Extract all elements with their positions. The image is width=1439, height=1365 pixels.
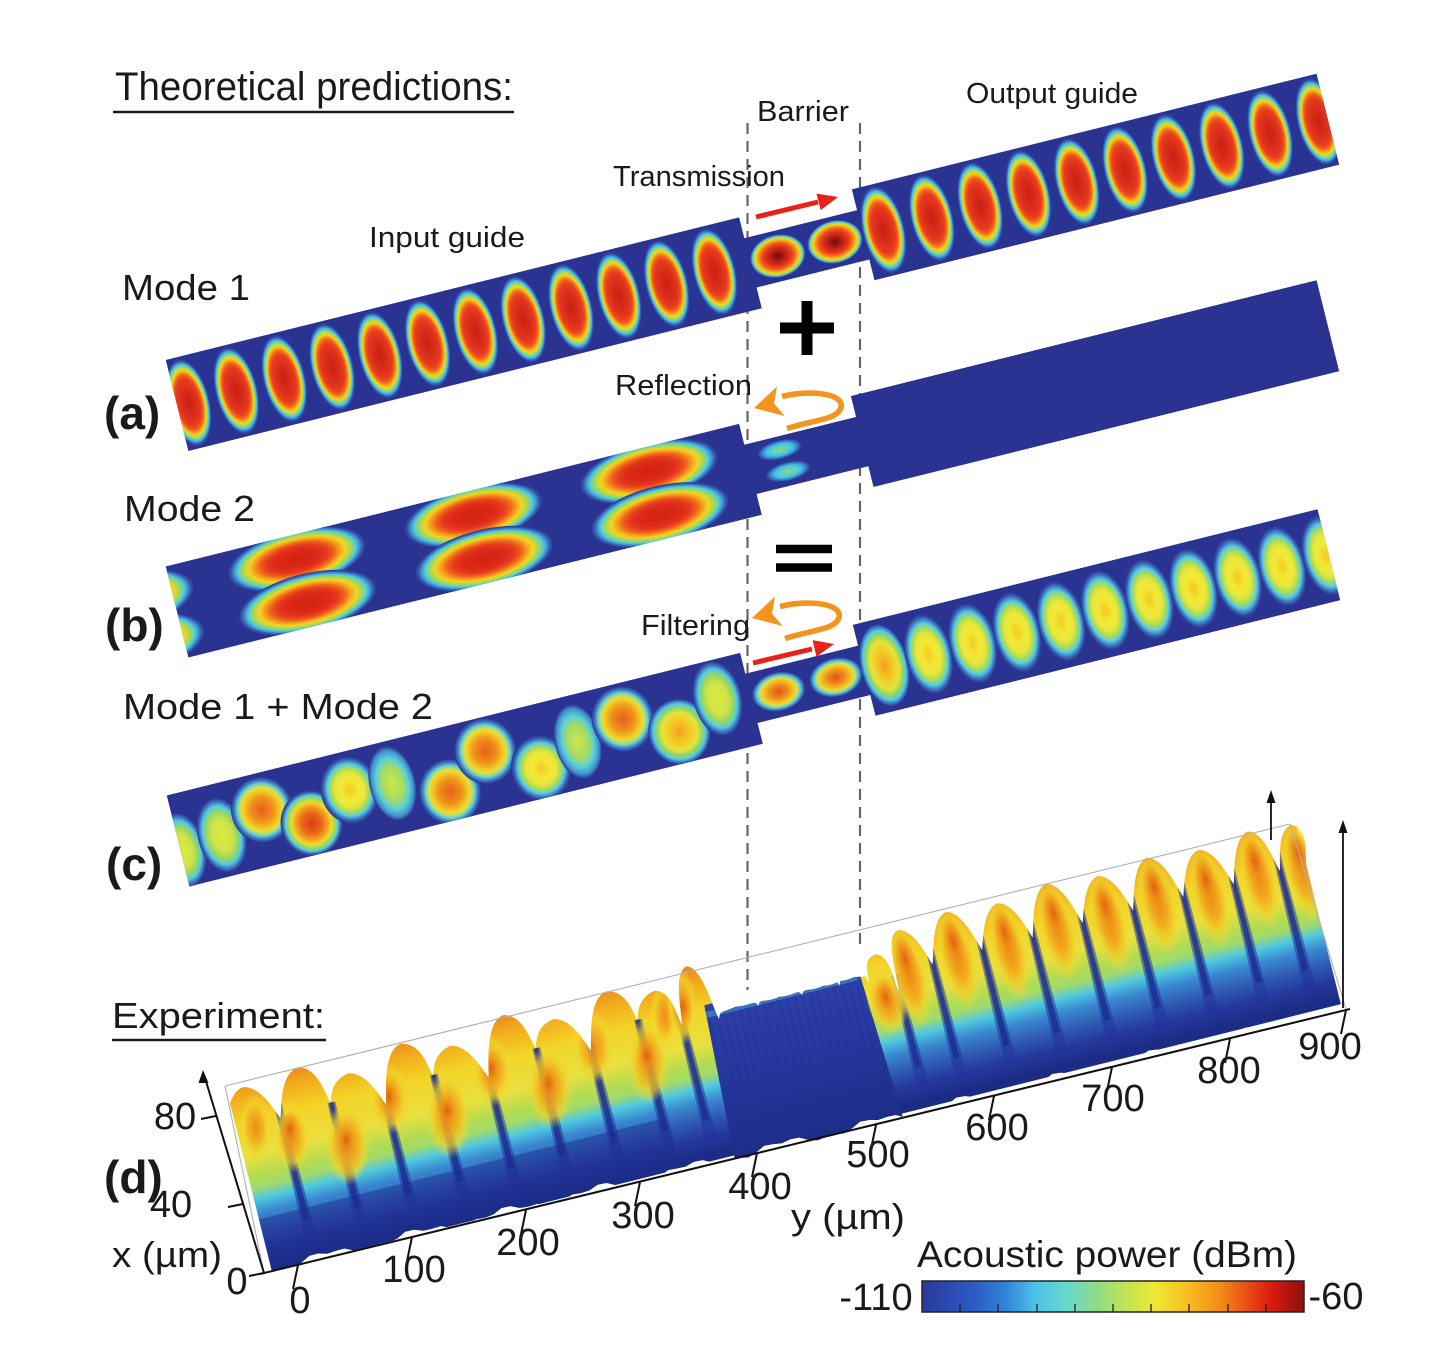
svg-text:800: 800	[1197, 1050, 1260, 1092]
svg-text:80: 80	[154, 1096, 196, 1138]
svg-text:400: 400	[728, 1166, 791, 1208]
svg-text:(a): (a)	[104, 387, 160, 439]
svg-text:(b): (b)	[105, 599, 164, 651]
svg-text:500: 500	[846, 1134, 909, 1176]
svg-text:Mode 1: Mode 1	[122, 267, 250, 308]
svg-text:-110: -110	[839, 1277, 912, 1319]
svg-text:Mode 1 + Mode 2: Mode 1 + Mode 2	[123, 686, 433, 727]
svg-text:200: 200	[496, 1222, 559, 1264]
svg-text:Mode 2: Mode 2	[124, 488, 255, 529]
svg-text:Acoustic power (dBm): Acoustic power (dBm)	[917, 1234, 1297, 1275]
svg-text:(d): (d)	[104, 1151, 163, 1203]
svg-text:Transmission: Transmission	[613, 161, 785, 193]
svg-text:Reflection: Reflection	[615, 370, 752, 402]
svg-text:Output guide: Output guide	[966, 78, 1138, 110]
svg-text:100: 100	[382, 1249, 445, 1291]
svg-text:600: 600	[965, 1107, 1028, 1149]
svg-text:0: 0	[226, 1261, 247, 1303]
svg-text:y (µm): y (µm)	[791, 1196, 905, 1237]
svg-text:Theoretical predictions:: Theoretical predictions:	[115, 65, 513, 109]
svg-text:Filtering: Filtering	[641, 610, 750, 642]
svg-text:Experiment:: Experiment:	[112, 995, 325, 1036]
svg-text:-60: -60	[1309, 1276, 1364, 1318]
svg-text:Input guide: Input guide	[369, 222, 525, 254]
svg-text:900: 900	[1298, 1026, 1361, 1068]
svg-text:0: 0	[289, 1280, 310, 1322]
svg-text:Barrier: Barrier	[757, 96, 849, 128]
svg-text:(c): (c)	[106, 838, 162, 890]
svg-text:300: 300	[611, 1195, 674, 1237]
svg-text:40: 40	[150, 1184, 192, 1226]
svg-text:700: 700	[1081, 1078, 1144, 1120]
svg-text:x (µm): x (µm)	[112, 1234, 222, 1275]
